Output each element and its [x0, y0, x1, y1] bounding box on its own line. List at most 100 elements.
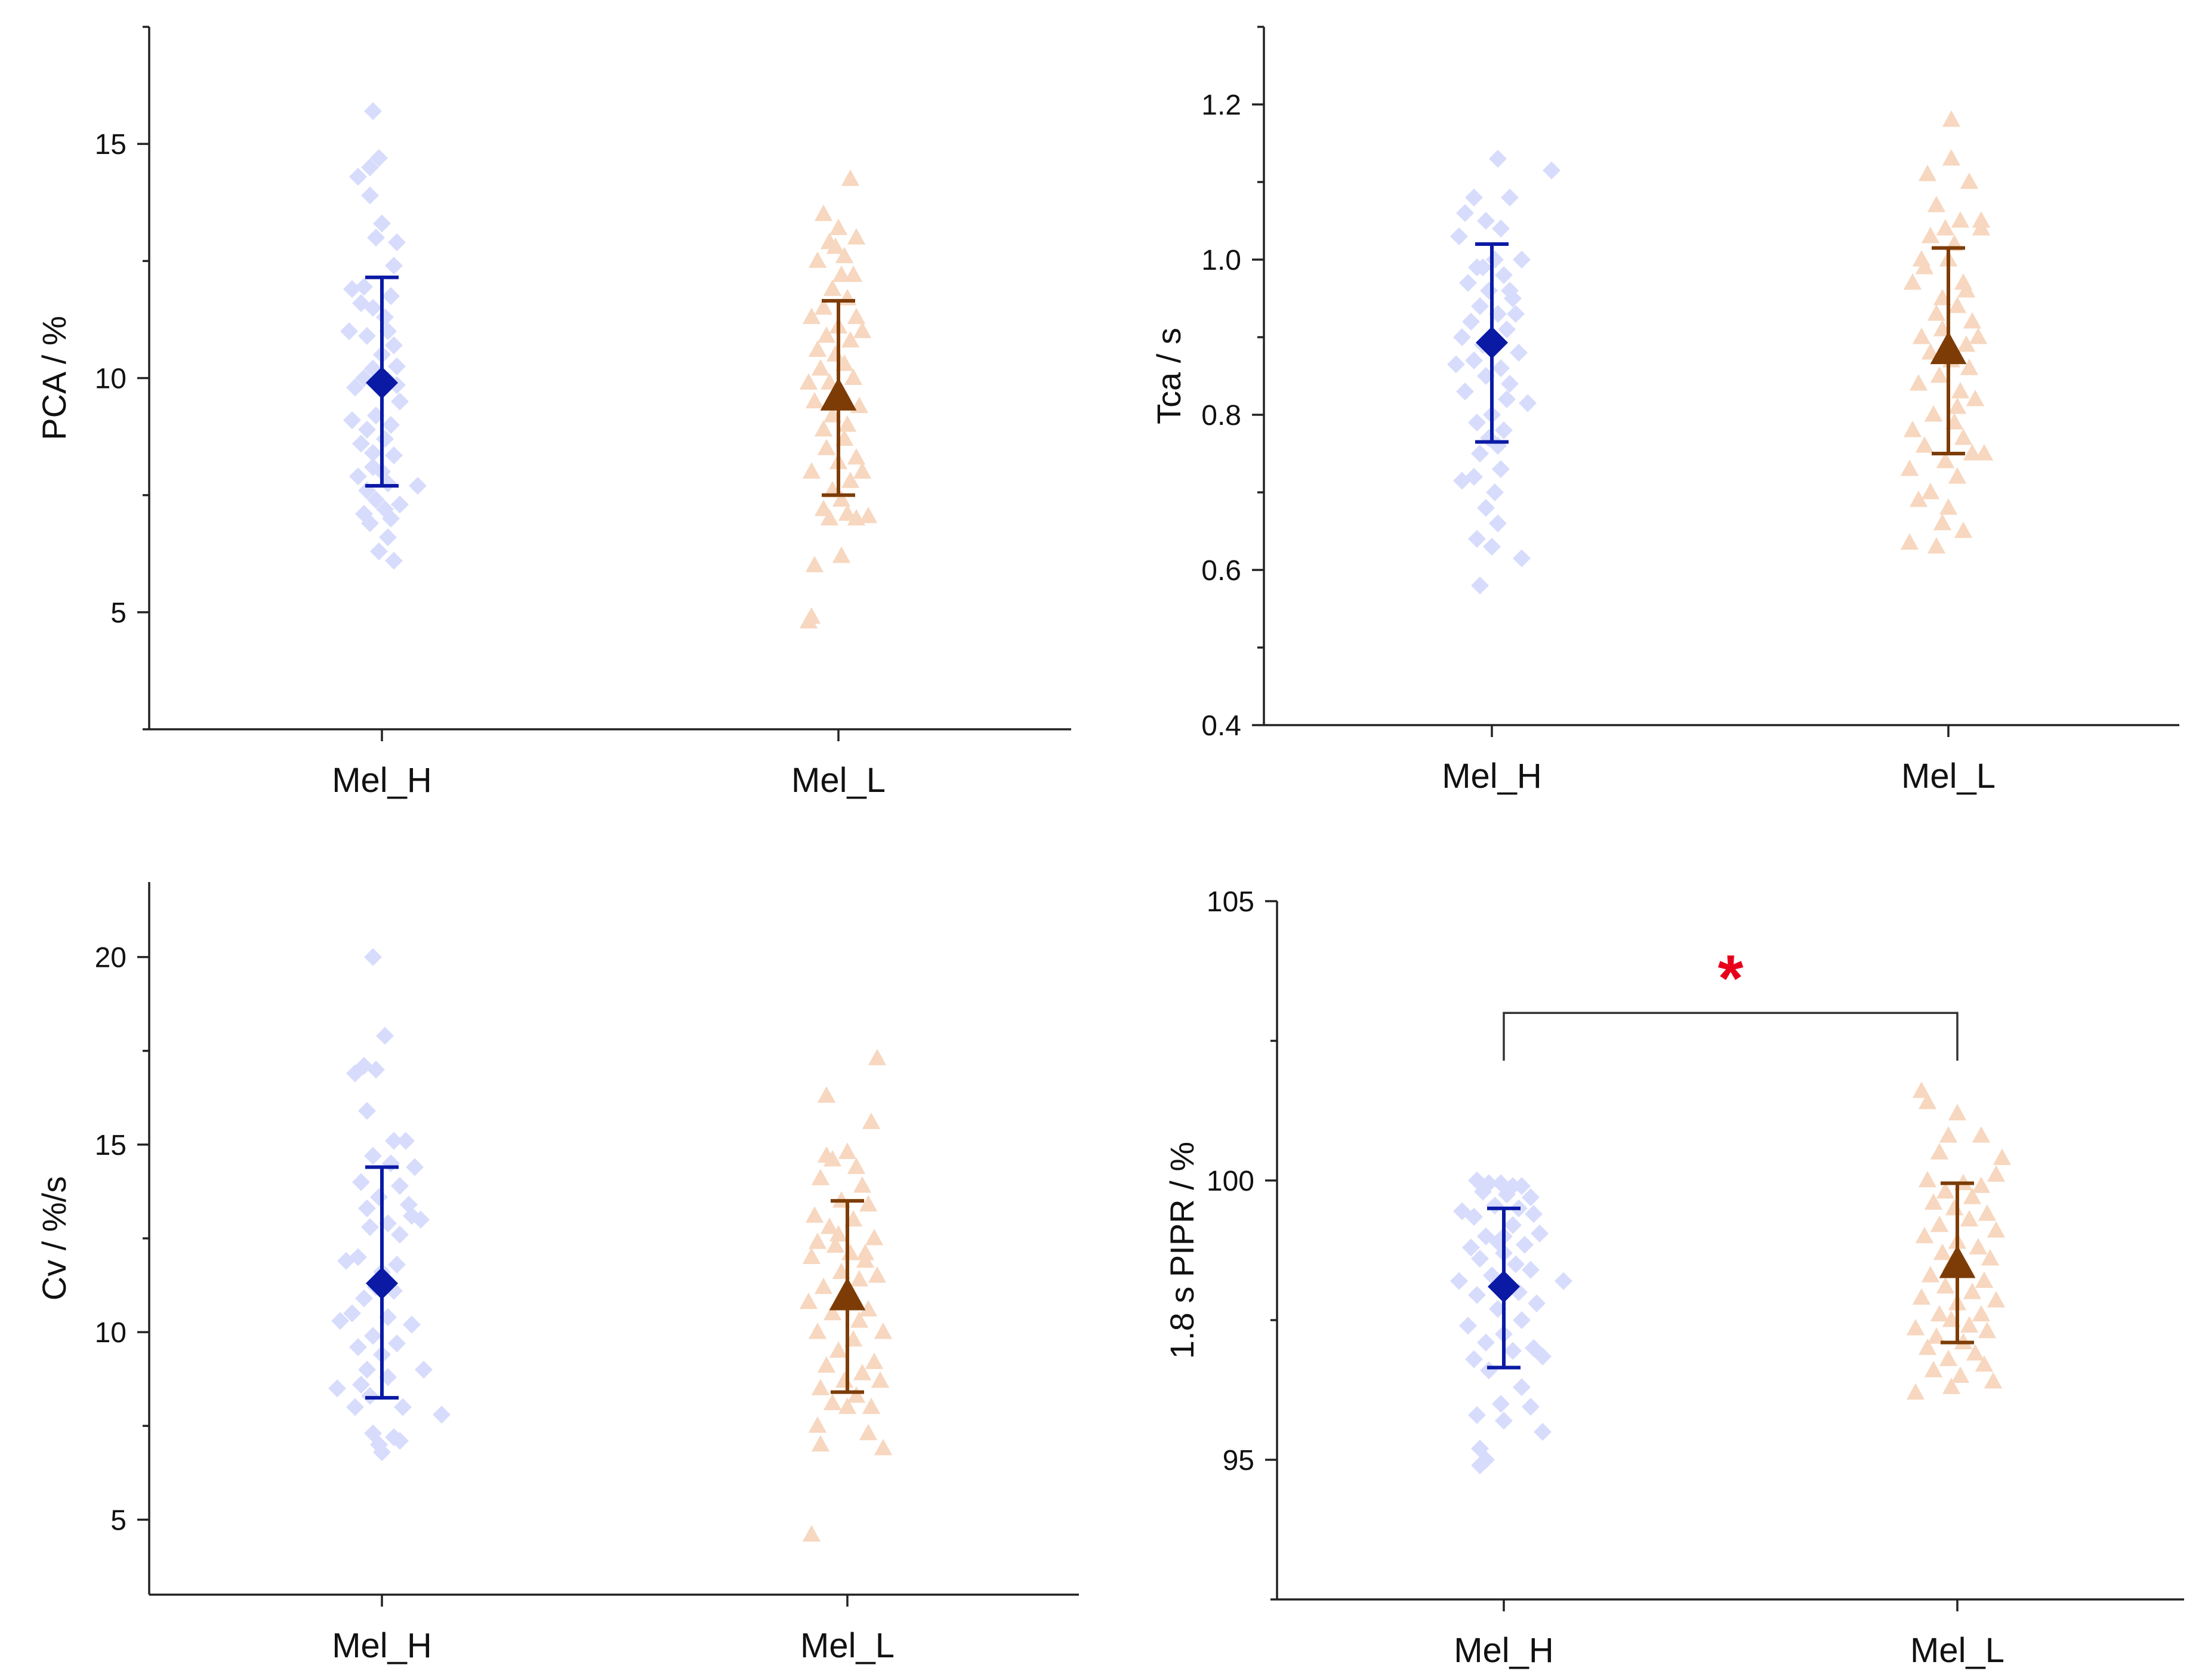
data-point — [1924, 1361, 1943, 1377]
data-point — [1498, 320, 1516, 338]
data-point — [382, 1154, 400, 1173]
data-point — [1501, 375, 1519, 393]
data-point — [1501, 189, 1519, 206]
mean-marker — [820, 377, 857, 411]
data-point — [358, 1360, 376, 1379]
data-point — [1948, 297, 1967, 313]
data-point — [844, 265, 863, 282]
y-axis-label: PCA / % — [35, 316, 73, 440]
data-point — [1942, 149, 1961, 166]
data-point — [853, 322, 872, 338]
data-point — [343, 280, 361, 298]
data-point — [361, 186, 379, 205]
y-tick-label: 10 — [95, 1317, 127, 1349]
data-point — [1921, 343, 1940, 360]
data-point — [808, 1232, 827, 1249]
data-point — [820, 1217, 839, 1234]
data-point — [1918, 1338, 1937, 1355]
data-point — [805, 556, 824, 572]
data-point — [820, 508, 839, 526]
data-point — [1957, 335, 1976, 352]
data-point — [814, 204, 833, 221]
data-point — [1984, 1371, 2003, 1389]
data-point — [1924, 405, 1943, 422]
y-tick-label: 0.4 — [1201, 710, 1241, 742]
data-point — [1954, 429, 1973, 445]
data-point — [1972, 1305, 1991, 1322]
data-point — [832, 265, 851, 282]
data-point — [1477, 499, 1495, 517]
data-point — [358, 326, 376, 345]
data-point — [841, 331, 860, 348]
panel-pipr: 95 100 105 1.8 s PIPR / % Mel_H Mel_L * — [1163, 886, 2184, 1670]
data-point — [826, 237, 845, 254]
data-point — [1945, 1198, 1964, 1216]
data-point — [1477, 212, 1495, 230]
data-point — [1963, 312, 1982, 329]
data-point — [1468, 530, 1486, 548]
data-point — [1519, 394, 1537, 412]
data-point — [1513, 251, 1531, 269]
data-point — [1927, 537, 1946, 554]
x-category-label: Mel_L — [800, 1626, 895, 1665]
data-point — [1987, 1165, 2006, 1182]
data-point — [1939, 1349, 1958, 1367]
data-point — [811, 1379, 830, 1395]
data-point — [1474, 1182, 1492, 1201]
data-point — [409, 476, 427, 495]
data-point — [829, 1341, 848, 1358]
data-point — [364, 444, 382, 463]
data-point — [1498, 1185, 1516, 1204]
data-point — [811, 359, 830, 376]
data-point — [799, 612, 818, 629]
y-tick-label: 5 — [110, 1505, 127, 1536]
data-point — [1921, 1266, 1940, 1283]
mean-marker — [1476, 326, 1508, 359]
y-axis-label: 1.8 s PIPR / % — [1163, 1142, 1201, 1359]
y-tick-label: 5 — [110, 597, 127, 629]
data-point — [415, 1360, 433, 1379]
panel-cv: 5 10 15 20 Cv / %/s Mel_H Mel_L — [35, 882, 1079, 1665]
data-point — [1465, 352, 1483, 369]
data-point — [1900, 533, 1919, 550]
data-point — [328, 1379, 346, 1398]
data-point — [1912, 1081, 1931, 1098]
y-tick-label: 0.6 — [1201, 555, 1241, 587]
data-point — [844, 368, 863, 386]
data-point — [814, 1277, 833, 1294]
data-point — [1495, 266, 1513, 284]
data-point — [1978, 1321, 1997, 1339]
data-point — [1450, 1272, 1468, 1290]
data-point — [838, 1142, 857, 1159]
data-point — [1495, 421, 1513, 439]
data-point — [1909, 491, 1928, 507]
data-point — [1471, 297, 1489, 315]
data-point — [829, 1225, 848, 1242]
data-point — [871, 1371, 890, 1388]
data-point — [799, 1292, 818, 1309]
data-point — [1918, 1171, 1937, 1188]
data-point — [433, 1405, 451, 1424]
data-point — [1486, 483, 1504, 501]
data-point — [838, 504, 857, 521]
data-point — [847, 448, 866, 465]
data-point — [1477, 1333, 1495, 1352]
data-point — [850, 1311, 869, 1328]
data-point — [1951, 1366, 1970, 1383]
data-point — [1480, 1361, 1498, 1380]
y-axis-label: Tca / s — [1150, 328, 1188, 424]
mean-marker — [1939, 1245, 1976, 1278]
data-point — [847, 228, 866, 245]
data-point — [385, 336, 403, 355]
data-point — [349, 168, 367, 186]
data-point — [1531, 1224, 1549, 1243]
data-point — [358, 1199, 376, 1217]
data-point — [847, 307, 866, 325]
data-point — [373, 214, 391, 233]
data-point — [397, 1132, 415, 1150]
data-point — [1522, 1260, 1540, 1279]
data-point — [385, 551, 403, 570]
data-point — [802, 1247, 821, 1264]
data-point — [811, 1169, 830, 1185]
